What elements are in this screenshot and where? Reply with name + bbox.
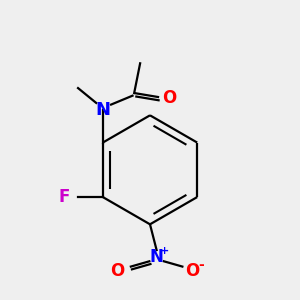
Text: N: N: [150, 248, 164, 266]
Text: N: N: [95, 100, 110, 118]
Text: -: -: [199, 258, 204, 272]
Text: +: +: [160, 246, 169, 256]
Text: F: F: [58, 188, 70, 206]
Text: O: O: [162, 89, 176, 107]
Text: O: O: [110, 262, 125, 280]
Text: O: O: [185, 262, 200, 280]
